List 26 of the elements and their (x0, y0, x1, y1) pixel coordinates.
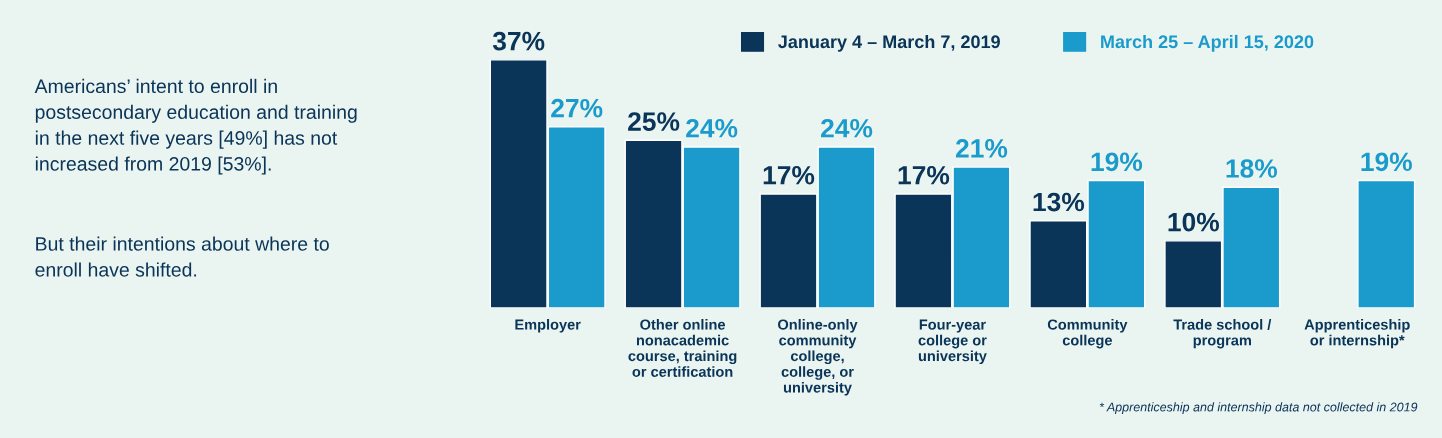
data-label: 19% (1361, 152, 1412, 172)
data-label: 17% (763, 165, 815, 185)
data-label: 25% (628, 112, 680, 131)
x-tick-label: Online-only community college, college, or university (778, 319, 858, 396)
data-label: 18% (1226, 159, 1278, 178)
data-label: 10% (1168, 212, 1219, 232)
x-tick-label: Other online nonacademic course, training or certification (628, 319, 737, 377)
data-label: 27% (551, 98, 603, 118)
x-tick-label: Apprenticeship or internship* (1304, 319, 1410, 349)
x-tick-label: Four-year college or university (918, 319, 987, 365)
bar (1357, 179, 1416, 308)
text: But their intentions about where to enroll have shifted. (35, 236, 329, 277)
text: * Apprenticeship and internship data not collected in 2019 (1099, 402, 1418, 414)
data-label: 19% (1091, 152, 1143, 172)
data-label: 24% (686, 118, 738, 138)
text: Americans’ intent to enroll in postsecondary education and training in the next five years [49%] has not increased from 2019 [53%]. (34, 78, 357, 175)
legend-label: March 25 – April 15, 2020 (1101, 34, 1314, 52)
legend-label: January 4 – March 7, 2019 (778, 34, 1000, 52)
x-tick-label: Employer (515, 319, 581, 333)
data-label: 24% (821, 118, 873, 138)
data-label: 37% (492, 31, 545, 51)
data-label: 21% (955, 139, 1008, 158)
data-label: 13% (1033, 192, 1085, 212)
x-tick-label: Trade school / program (1173, 319, 1272, 349)
x-tick-label: Community college (1047, 319, 1128, 349)
data-label: 17% (898, 165, 950, 185)
